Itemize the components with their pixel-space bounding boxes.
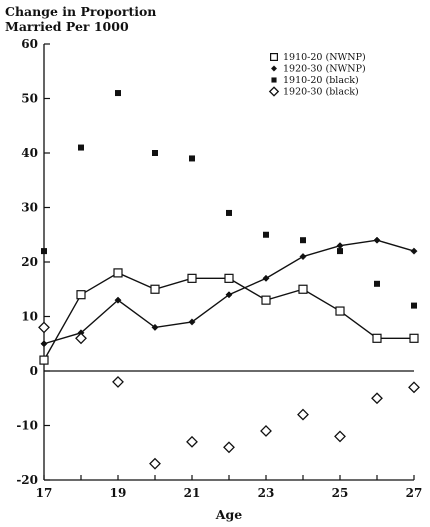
data-point <box>75 332 87 345</box>
x-axis-label: Age <box>215 507 242 522</box>
data-point <box>299 252 307 261</box>
legend-entry-0: 1910-20 (NWNP) <box>283 52 366 63</box>
data-point <box>189 155 195 162</box>
data-point <box>298 284 308 294</box>
data-point <box>41 248 47 255</box>
data-point <box>112 375 124 388</box>
data-point <box>188 318 196 326</box>
data-point <box>152 150 158 156</box>
x-tick-label: 19 <box>110 486 127 500</box>
data-point <box>151 323 159 331</box>
y-tick-label: -20 <box>16 473 38 487</box>
data-point <box>226 209 232 216</box>
x-tick-label: 17 <box>36 486 53 500</box>
data-point <box>114 296 122 304</box>
legend-marker-3 <box>268 86 280 97</box>
data-point <box>300 237 306 244</box>
y-tick-label: 20 <box>21 255 38 269</box>
axes: -20 -10 0 10 20 30 40 50 60 17 19 21 23 25 27 <box>16 37 422 500</box>
data-point <box>409 333 419 343</box>
legend-entry-2: 1910-20 (black) <box>283 75 359 86</box>
x-tick-label: 27 <box>406 486 423 500</box>
data-point <box>372 333 382 343</box>
y-tick-label: 10 <box>21 310 38 324</box>
data-point <box>373 236 381 244</box>
data-point <box>186 435 198 448</box>
legend-marker-0 <box>270 52 279 61</box>
data-point <box>371 392 383 405</box>
y-tick-label: 40 <box>21 146 38 160</box>
y-tick-label: 30 <box>21 201 38 215</box>
y-tick-label: -10 <box>16 419 38 433</box>
y-tick-label: 0 <box>30 364 38 378</box>
legend-marker-1 <box>270 65 278 72</box>
data-point <box>224 273 234 283</box>
legend: 1910-20 (NWNP)1920-30 (NWNP)1910-20 (bla… <box>268 52 366 98</box>
legend-marker-2 <box>271 77 277 83</box>
data-point <box>337 248 343 255</box>
data-point <box>410 247 418 255</box>
x-tick-label: 23 <box>258 486 275 500</box>
data-point <box>78 144 84 151</box>
legend-entry-3: 1920-30 (black) <box>283 87 359 98</box>
data-point <box>261 295 271 305</box>
data-point <box>334 430 346 443</box>
series-2 <box>41 90 417 309</box>
data-point <box>150 284 160 294</box>
data-point <box>408 381 420 394</box>
data-point <box>39 355 49 365</box>
data-point <box>374 280 380 287</box>
chart-title-line-2: Married Per 1000 <box>5 19 129 34</box>
x-tick-label: 25 <box>332 486 349 500</box>
data-point <box>225 291 233 299</box>
data-point <box>38 321 50 334</box>
x-tick-label: 21 <box>184 486 201 500</box>
data-point <box>115 90 121 97</box>
data-point <box>40 340 48 348</box>
series-0 <box>39 268 419 365</box>
y-tick-label: 60 <box>21 37 38 51</box>
data-point <box>260 425 272 437</box>
data-point <box>297 408 309 421</box>
data-point <box>263 231 269 238</box>
series-1 <box>40 236 418 348</box>
y-tick-label: 50 <box>21 92 38 106</box>
data-point <box>262 274 270 282</box>
data-point <box>336 242 344 250</box>
data-point <box>223 441 235 454</box>
data-point <box>335 306 345 316</box>
series-3 <box>38 321 420 470</box>
legend-entry-1: 1920-30 (NWNP) <box>283 64 366 75</box>
series-layer <box>38 90 420 470</box>
data-point <box>76 290 86 300</box>
chart-title-line-1: Change in Proportion <box>5 4 156 19</box>
data-point <box>411 302 417 309</box>
data-point <box>187 273 197 283</box>
data-point <box>149 457 161 470</box>
data-point <box>113 268 123 278</box>
